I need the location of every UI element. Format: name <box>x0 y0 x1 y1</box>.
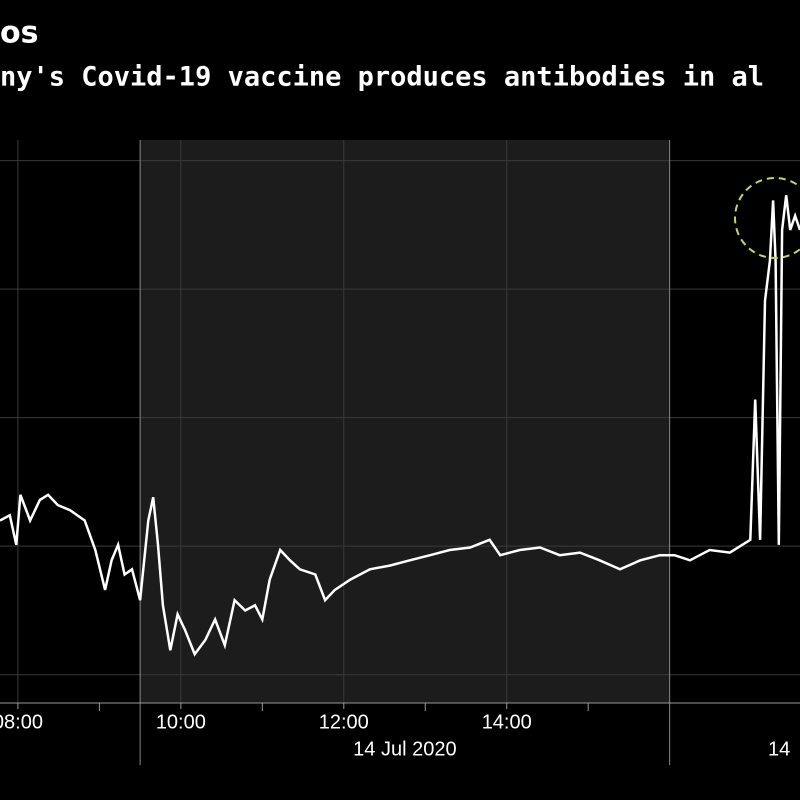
x-tick-label: 10:00 <box>156 711 206 733</box>
date-label: 14 Jul 2020 <box>353 738 456 760</box>
plot-area: 08:00 10:00 12:00 14:00 14 Jul 2020 14 <box>0 140 800 765</box>
highlight-circle <box>734 177 800 259</box>
x-tick-label: 14:00 <box>482 711 532 733</box>
chart-title: os <box>0 16 38 51</box>
x-tick-label: 12:00 <box>319 711 369 733</box>
price-line <box>0 195 800 657</box>
chart-subtitle: ny's Covid-19 vaccine produces antibodie… <box>0 62 764 93</box>
date-label: 14 <box>768 738 790 760</box>
x-tick-label: 08:00 <box>0 711 43 733</box>
session-shade <box>140 140 670 703</box>
